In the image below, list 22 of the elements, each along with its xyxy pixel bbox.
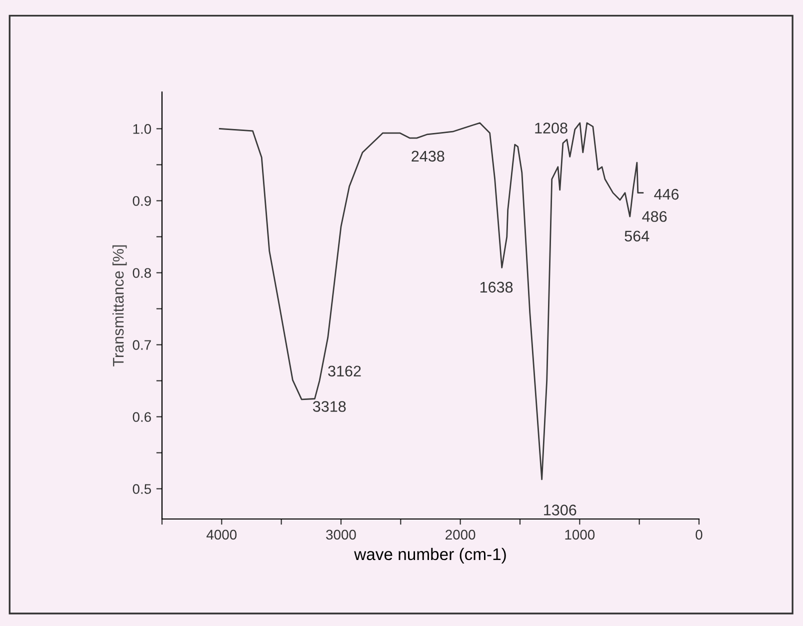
annotation: 564 [624,230,650,242]
x-tick-label: 0 [696,530,702,540]
annotation: 2438 [412,150,444,162]
annotation: 3318 [312,401,346,412]
annotation: 1208 [535,122,568,134]
y-tick-label: 0.7 [132,340,151,350]
y-tick-label: 1.0 [133,124,152,134]
annotation: 1306 [544,504,576,516]
annotation: 3162 [328,366,361,377]
annotation: 486 [642,211,667,222]
y-tick-label: 0.9 [132,196,151,206]
y-axis-title: Transmittance [%] [112,245,127,366]
y-tick-label: 0.6 [132,412,151,422]
annotation: 1638 [480,282,513,293]
annotation: 446 [654,188,679,200]
x-tick-label: 1000 [565,530,595,540]
y-tick-label: 0.5 [132,484,152,494]
x-tick-label: 3000 [326,530,356,540]
x-tick-label: 2000 [446,530,476,540]
x-axis-title: wave number (cm-1) [354,548,506,564]
y-tick-label: 0.8 [132,268,151,278]
x-tick-label: 4000 [206,530,237,540]
